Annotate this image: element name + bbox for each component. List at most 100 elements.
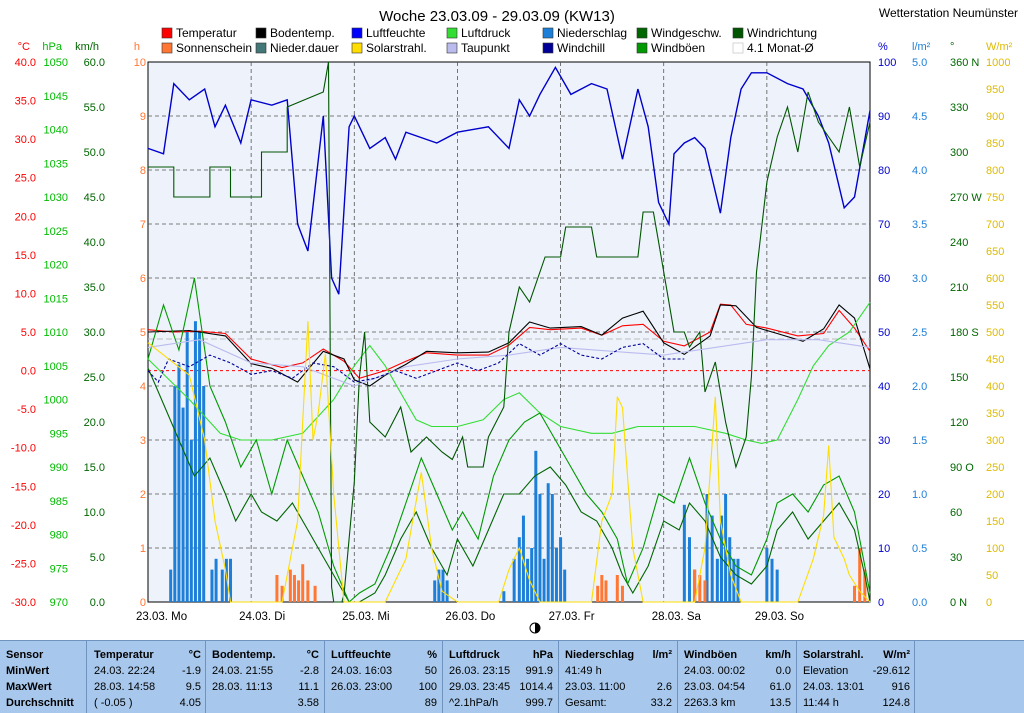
bar xyxy=(682,504,686,602)
line-temperatur xyxy=(147,303,871,379)
legend-item: Luftdruck xyxy=(446,26,511,40)
bar xyxy=(181,407,185,602)
line-windrichtung xyxy=(148,61,871,603)
stat-title: Niederschlag xyxy=(565,649,635,661)
axis-tick: 900 xyxy=(986,111,1004,123)
axis-tick: -25.0 xyxy=(11,558,36,570)
bar xyxy=(202,386,206,602)
axis-tick: 60.0 xyxy=(84,57,105,69)
line-solarstrahl- xyxy=(147,321,871,603)
stat-distance: 2263.3 km xyxy=(684,697,736,709)
axis-tick: 25.0 xyxy=(84,372,105,384)
axis-tick: 0.0 xyxy=(90,597,105,609)
stat-unit: hPa xyxy=(532,649,553,661)
axis-tick: 1.0 xyxy=(912,489,927,501)
bar xyxy=(698,575,702,602)
axis-tick: 0.5 xyxy=(912,543,927,555)
legend-item: Bodentemp. xyxy=(255,26,335,40)
legend-item: 4.1 Monat-Ø xyxy=(732,41,814,55)
axis-tick: 700 xyxy=(986,219,1004,231)
stat-max-time: 24.03. 13:01 xyxy=(803,681,865,693)
row-label-min: MinWert xyxy=(6,665,50,677)
bar xyxy=(563,569,567,602)
axis-tick: 150 xyxy=(950,372,968,384)
axis-tick: 60 xyxy=(950,507,962,519)
axis-unit: h xyxy=(134,41,140,53)
legend-swatch xyxy=(732,27,744,39)
axis-tick: -30.0 xyxy=(11,597,36,609)
axis-tick: 975 xyxy=(50,563,68,575)
bar xyxy=(538,494,542,602)
axis-unit: km/h xyxy=(75,41,99,53)
axis-tick: 1050 xyxy=(44,57,68,69)
axis-unit: W/m² xyxy=(986,41,1013,53)
axis-tick: 90 xyxy=(878,111,890,123)
axis-tick: -20.0 xyxy=(11,520,36,532)
legend-label: Temperatur xyxy=(176,26,237,40)
legend-label: Sonnenschein xyxy=(176,41,252,55)
axis-tick: 990 xyxy=(50,462,68,474)
bar xyxy=(715,558,719,602)
axis-tick: 1.5 xyxy=(912,435,927,447)
axis-tick: 180 S xyxy=(950,327,979,339)
line-windgeschw- xyxy=(147,367,871,603)
axis-tick: 5.0 xyxy=(912,57,927,69)
axis-tick: 2.5 xyxy=(912,327,927,339)
axis-tick: 30 xyxy=(950,552,962,564)
bar xyxy=(437,569,441,602)
axis-tick: 10.0 xyxy=(84,507,105,519)
bar xyxy=(620,585,624,602)
stat-max-value: 2.6 xyxy=(656,681,672,693)
bar xyxy=(559,537,563,602)
stat-min-time: 24.03. 22:24 xyxy=(94,665,156,677)
bar xyxy=(596,585,600,602)
bar xyxy=(705,494,709,602)
axis-tick: 90 O xyxy=(950,462,974,474)
line-luftfeuchte xyxy=(147,65,871,295)
axis-unit: l/m² xyxy=(912,41,931,53)
axis-tick: 30 xyxy=(878,435,890,447)
line-luftdruck xyxy=(147,301,871,444)
legend-label: Taupunkt xyxy=(461,41,510,55)
bar xyxy=(185,332,189,602)
bar xyxy=(198,332,202,602)
bar xyxy=(688,537,691,602)
stat-unit: % xyxy=(427,649,437,661)
stats-sensor: Sensor MinWert MaxWert Durchschnitt xyxy=(0,647,86,711)
axis-tick: 3.0 xyxy=(912,273,927,285)
legend: Temperatur Bodentemp. Luftfeuchte Luftdruck… xyxy=(161,26,817,55)
legend-swatch xyxy=(255,42,267,54)
legend-label: Nieder.dauer xyxy=(270,41,339,55)
axis-tick: 600 xyxy=(986,273,1004,285)
stat-duration: 41:49 h xyxy=(565,665,602,677)
bar xyxy=(210,569,214,602)
axis-tick: 9 xyxy=(140,111,146,123)
day-label: 26.03. Do xyxy=(445,611,495,623)
bar xyxy=(736,558,740,602)
axis-tick: 270 W xyxy=(950,192,982,204)
axis-tick: -5.0 xyxy=(17,404,36,416)
stat-min-value: 50 xyxy=(424,665,437,677)
stat-min-time: 26.03. 23:15 xyxy=(449,665,511,677)
stat-max-value: 100 xyxy=(418,681,437,693)
bar xyxy=(189,440,193,602)
axis-tick: 1045 xyxy=(44,91,68,103)
stat-avg-value: 3.58 xyxy=(297,697,319,709)
legend-swatch xyxy=(636,42,648,54)
legend-label: Windböen xyxy=(651,41,705,55)
axis-tick: 1015 xyxy=(44,293,68,305)
stat-max-time: 26.03. 23:00 xyxy=(331,681,393,693)
axis-tick: 1020 xyxy=(44,260,68,272)
axis-tick: 1030 xyxy=(44,192,68,204)
stat-elevation-label: Elevation xyxy=(803,665,849,677)
axis-tick: 30.0 xyxy=(15,134,36,146)
day-label: 29.03. So xyxy=(755,611,804,623)
bar xyxy=(604,580,608,602)
legend-swatch xyxy=(446,42,458,54)
axis-tick: 0 xyxy=(878,597,884,609)
stat-max-time: 23.03. 04:54 xyxy=(684,681,746,693)
bar xyxy=(542,558,546,602)
bar xyxy=(770,558,774,602)
bar xyxy=(193,321,197,602)
stat-max-value: 61.0 xyxy=(769,681,791,693)
